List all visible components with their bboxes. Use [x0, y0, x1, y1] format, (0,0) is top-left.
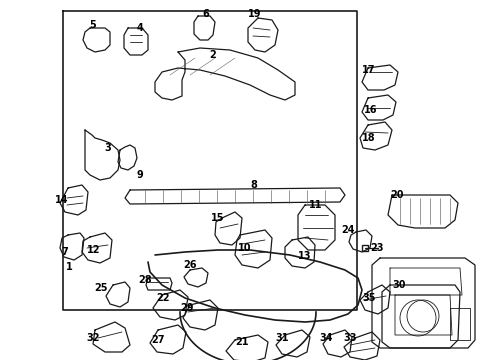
Text: 1: 1: [66, 262, 73, 272]
Text: 35: 35: [362, 293, 375, 303]
Text: 11: 11: [309, 200, 323, 210]
Text: 26: 26: [183, 260, 197, 270]
Text: 14: 14: [55, 195, 69, 205]
Text: 21: 21: [235, 337, 249, 347]
Text: 8: 8: [250, 180, 257, 190]
Text: 9: 9: [137, 170, 144, 180]
Text: 30: 30: [392, 280, 406, 290]
Text: 23: 23: [370, 243, 384, 253]
Text: 27: 27: [151, 335, 165, 345]
Text: 25: 25: [95, 283, 108, 293]
Text: 16: 16: [364, 105, 377, 115]
Text: 17: 17: [362, 65, 375, 75]
Text: 31: 31: [275, 333, 289, 343]
Text: 33: 33: [343, 333, 357, 343]
Text: 6: 6: [203, 9, 209, 19]
Text: 3: 3: [104, 143, 111, 153]
Text: 24: 24: [341, 225, 355, 235]
Text: 28: 28: [138, 275, 152, 285]
Text: 15: 15: [211, 213, 225, 223]
Text: 4: 4: [137, 23, 144, 33]
Text: 13: 13: [298, 251, 312, 261]
Text: 18: 18: [362, 133, 376, 143]
Text: 19: 19: [248, 9, 262, 19]
Text: 32: 32: [86, 333, 100, 343]
Text: 2: 2: [210, 50, 217, 60]
Text: 7: 7: [62, 247, 69, 257]
Text: 20: 20: [390, 190, 403, 200]
Text: 34: 34: [319, 333, 333, 343]
Text: 5: 5: [90, 20, 97, 30]
Text: 10: 10: [238, 243, 252, 253]
Text: 22: 22: [156, 293, 170, 303]
Text: 12: 12: [87, 245, 101, 255]
Text: 29: 29: [180, 303, 194, 313]
